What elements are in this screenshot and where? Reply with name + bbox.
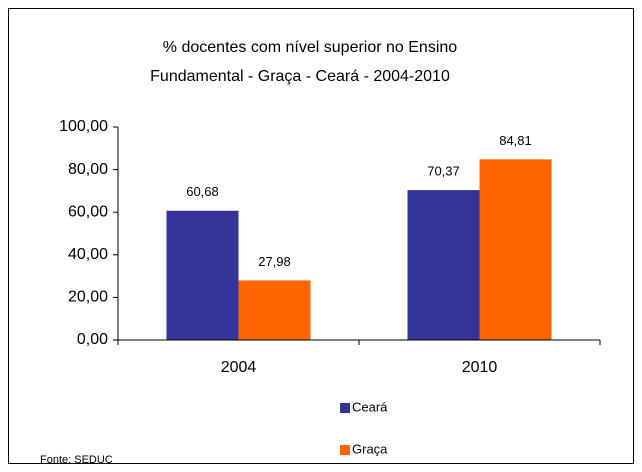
y-tick-label: 100,00 [59, 118, 108, 135]
chart-title: Fundamental - Graça - Ceará - 2004-2010 [150, 68, 450, 85]
value-label: 27,98 [258, 254, 291, 269]
y-tick-label: 60,00 [68, 203, 108, 220]
value-label: 60,68 [186, 184, 219, 199]
x-tick-label: 2010 [462, 359, 498, 376]
value-label: 84,81 [499, 133, 532, 148]
bar [407, 190, 480, 340]
y-tick-label: 40,00 [68, 246, 108, 263]
bar [238, 280, 311, 340]
legend-label: Graça [352, 441, 388, 456]
y-tick-label: 20,00 [68, 289, 108, 306]
y-tick-label: 0,00 [77, 331, 108, 348]
x-tick-label: 2004 [221, 359, 257, 376]
chart-title: % docentes com nível superior no Ensino [163, 39, 457, 56]
source-note: Fonte: SEDUC [40, 454, 113, 466]
bar [479, 159, 552, 340]
bar [166, 210, 239, 340]
legend-swatch [340, 403, 350, 413]
legend-label: Ceará [352, 399, 388, 414]
legend-swatch [340, 445, 350, 455]
y-tick-label: 80,00 [68, 161, 108, 178]
value-label: 70,37 [427, 164, 460, 179]
